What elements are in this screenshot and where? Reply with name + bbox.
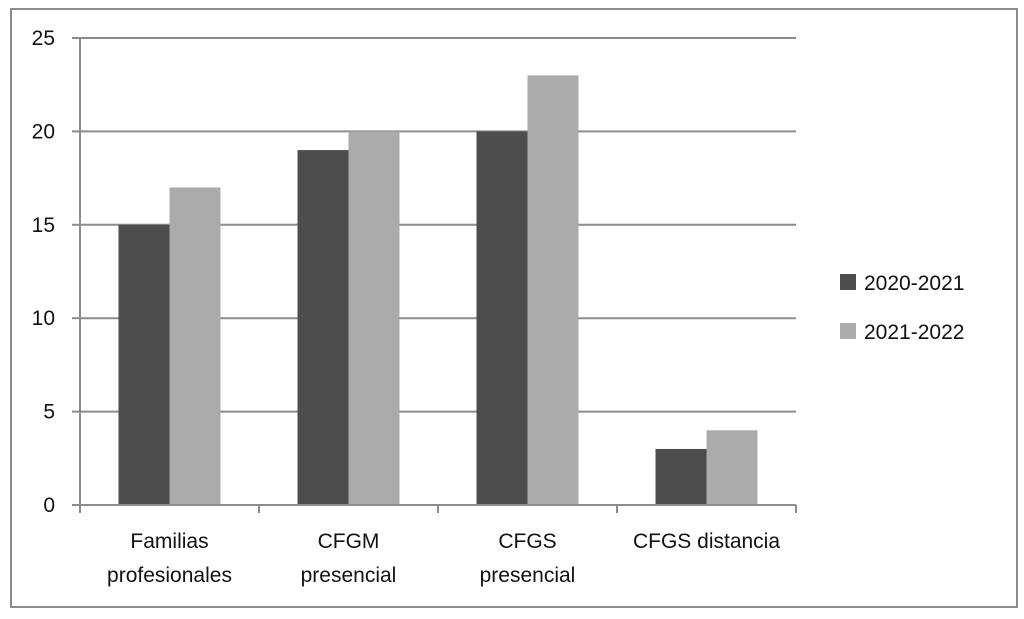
y-tick-label: 5 — [43, 401, 55, 424]
bar — [118, 224, 170, 506]
bar — [706, 430, 758, 505]
x-tick-label: CFGM — [318, 530, 380, 553]
legend-swatch — [840, 323, 856, 339]
x-tick-label: CFGS — [498, 530, 556, 553]
x-tick-label: CFGS distancia — [633, 530, 780, 553]
y-axis: 0 5 10 15 20 25 — [32, 27, 81, 517]
legend-label: 2021-2022 — [864, 321, 964, 344]
y-tick-label: 25 — [32, 27, 55, 50]
bar — [169, 187, 221, 505]
x-tick-label: profesionales — [107, 564, 232, 587]
y-tick-label: 10 — [32, 307, 55, 330]
bar — [297, 150, 349, 505]
legend-label: 2020-2021 — [864, 272, 964, 295]
bar — [348, 131, 400, 505]
x-axis: Familias profesionales CFGM presencial CFGS p… — [79, 504, 797, 587]
y-tick-label: 20 — [32, 120, 55, 143]
x-tick-label: presencial — [301, 564, 397, 587]
y-tick-label: 0 — [43, 494, 55, 517]
x-tick-label: Familias — [130, 530, 208, 553]
x-tick-label: presencial — [480, 564, 576, 587]
legend-swatch — [840, 274, 856, 290]
legend: 2020-2021 2021-2022 — [840, 272, 964, 344]
bar — [655, 448, 707, 505]
bar — [527, 75, 579, 506]
bars — [118, 75, 758, 506]
y-tick-label: 15 — [32, 214, 55, 237]
bar — [476, 131, 528, 505]
